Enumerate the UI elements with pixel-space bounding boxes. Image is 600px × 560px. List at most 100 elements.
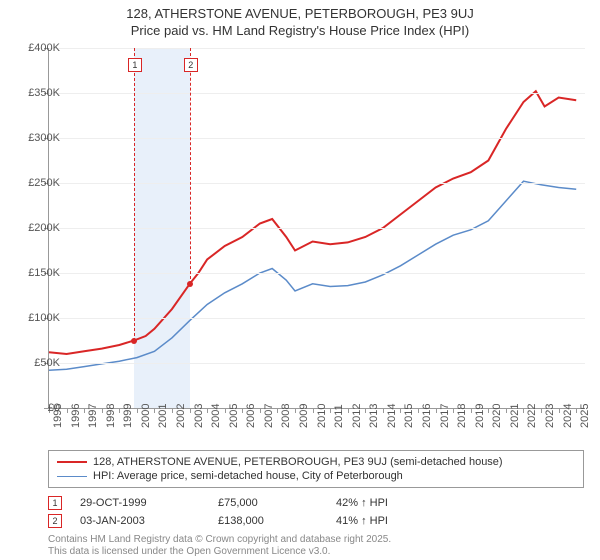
x-tick [559,408,560,413]
sale-row-delta: 42% ↑ HPI [336,497,388,509]
x-axis-label: 2011 [333,404,345,428]
y-axis-label: £400K [10,42,60,54]
sale-row: 203-JAN-2003£138,00041% ↑ HPI [48,512,584,530]
y-axis-label: £200K [10,222,60,234]
y-axis-label: £150K [10,267,60,279]
x-tick [576,408,577,413]
x-tick [172,408,173,413]
x-tick [295,408,296,413]
gridline [49,228,585,229]
gridline [49,93,585,94]
sale-marker-line [134,48,135,341]
legend-box: 128, ATHERSTONE AVENUE, PETERBOROUGH, PE… [48,450,584,488]
y-axis-label: £250K [10,177,60,189]
legend-and-footer: 128, ATHERSTONE AVENUE, PETERBOROUGH, PE… [48,450,584,558]
copyright-line2: This data is licensed under the Open Gov… [48,546,584,558]
x-tick [84,408,85,413]
legend-label-property: 128, ATHERSTONE AVENUE, PETERBOROUGH, PE… [93,456,503,468]
copyright-line1: Contains HM Land Registry data © Crown c… [48,534,584,546]
x-tick [541,408,542,413]
gridline [49,138,585,139]
x-axis-label: 2016 [421,404,433,428]
x-axis-label: 1997 [87,404,99,428]
x-axis-label: 2024 [562,404,574,428]
x-tick [348,408,349,413]
sale-marker-badge: 2 [184,58,198,72]
sale-marker-badge: 1 [128,58,142,72]
sale-row: 1 29-OCT-1999 £75,000 42% ↑ HPI [48,494,584,512]
legend-row-hpi: HPI: Average price, semi-detached house,… [57,469,575,483]
x-tick [365,408,366,413]
gridline [49,363,585,364]
sale-marker-dot [187,281,193,287]
gridline [49,183,585,184]
chart-title: 128, ATHERSTONE AVENUE, PETERBOROUGH, PE… [0,0,600,40]
x-tick [523,408,524,413]
x-tick [190,408,191,413]
x-axis-label: 2003 [193,404,205,428]
copyright: Contains HM Land Registry data © Crown c… [48,534,584,558]
x-axis-label: 2025 [579,404,591,428]
title-line2: Price paid vs. HM Land Registry's House … [0,23,600,40]
x-axis-label: 2017 [439,404,451,428]
x-tick [313,408,314,413]
x-axis-label: 2001 [157,404,169,428]
y-axis-label: £100K [10,312,60,324]
x-tick [506,408,507,413]
x-tick [225,408,226,413]
x-axis-label: 1995 [52,404,64,428]
sale-row-delta: 41% ↑ HPI [336,515,388,527]
x-axis-label: 2004 [210,404,222,428]
x-tick [383,408,384,413]
sale-row-price: £75,000 [218,497,318,509]
sale-marker-dot [131,338,137,344]
x-tick [330,408,331,413]
x-axis-label: 2005 [228,404,240,428]
x-axis-label: 2009 [298,404,310,428]
title-line1: 128, ATHERSTONE AVENUE, PETERBOROUGH, PE… [0,6,600,23]
gridline [49,273,585,274]
x-tick [207,408,208,413]
legend-swatch-property [57,461,87,463]
x-tick [154,408,155,413]
sale-row-price: £138,000 [218,515,318,527]
y-axis-label: £50K [10,357,60,369]
x-axis-label: 2008 [280,404,292,428]
x-tick [137,408,138,413]
legend-label-hpi: HPI: Average price, semi-detached house,… [93,470,403,482]
x-tick [418,408,419,413]
gridline [49,318,585,319]
x-axis-label: 2007 [263,404,275,428]
x-axis-label: 2020 [491,404,503,428]
sale-row-date: 29-OCT-1999 [80,497,200,509]
x-tick [277,408,278,413]
x-axis-label: 2023 [544,404,556,428]
legend-swatch-hpi [57,476,87,477]
x-axis-label: 2019 [474,404,486,428]
x-axis-label: 2014 [386,404,398,428]
x-tick [242,408,243,413]
x-tick [119,408,120,413]
sale-row-date: 03-JAN-2003 [80,515,200,527]
x-axis-label: 1998 [105,404,117,428]
x-tick [260,408,261,413]
x-axis-label: 2002 [175,404,187,428]
sale-row-badge: 1 [48,496,62,510]
x-axis-label: 1999 [122,404,134,428]
x-tick [453,408,454,413]
series-property [49,91,576,354]
x-axis-label: 1996 [70,404,82,428]
legend-row-property: 128, ATHERSTONE AVENUE, PETERBOROUGH, PE… [57,455,575,469]
x-tick [436,408,437,413]
x-axis-label: 2006 [245,404,257,428]
x-axis-label: 2021 [509,404,521,428]
sale-marker-line [190,48,191,284]
y-axis-label: £350K [10,87,60,99]
x-tick [488,408,489,413]
x-axis-label: 2018 [456,404,468,428]
gridline [49,48,585,49]
x-tick [471,408,472,413]
x-axis-label: 2015 [403,404,415,428]
x-axis-label: 2013 [368,404,380,428]
y-axis-label: £300K [10,132,60,144]
